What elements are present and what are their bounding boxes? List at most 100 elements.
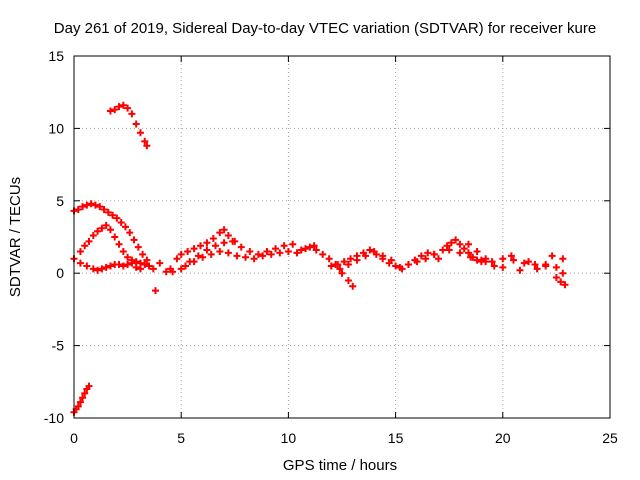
data-point bbox=[464, 240, 472, 248]
data-point bbox=[344, 276, 352, 284]
data-point bbox=[392, 262, 400, 270]
data-point bbox=[443, 242, 451, 250]
data-point bbox=[561, 281, 569, 289]
data-point bbox=[359, 249, 367, 257]
data-point bbox=[439, 246, 447, 254]
data-point bbox=[216, 247, 224, 255]
data-point bbox=[276, 249, 284, 257]
data-point bbox=[89, 232, 97, 240]
data-point bbox=[216, 229, 224, 237]
data-point bbox=[344, 261, 352, 269]
y-tick-label: 10 bbox=[48, 120, 64, 136]
data-point bbox=[162, 268, 170, 276]
data-point bbox=[417, 252, 425, 260]
data-point bbox=[445, 246, 453, 254]
data-point bbox=[128, 110, 136, 118]
data-point bbox=[119, 247, 127, 255]
data-point bbox=[250, 255, 258, 263]
data-point bbox=[111, 106, 119, 114]
data-point bbox=[310, 242, 318, 250]
data-point bbox=[254, 250, 262, 258]
data-point bbox=[552, 274, 560, 282]
data-point bbox=[306, 243, 314, 251]
data-point bbox=[293, 249, 301, 257]
data-point bbox=[557, 278, 565, 286]
data-point bbox=[272, 245, 280, 253]
data-point bbox=[194, 252, 202, 260]
data-point bbox=[184, 247, 192, 255]
x-tick-label: 5 bbox=[177, 430, 185, 446]
data-point bbox=[132, 263, 140, 271]
data-point bbox=[190, 258, 198, 266]
data-point bbox=[139, 250, 147, 258]
data-point bbox=[98, 265, 106, 273]
data-point bbox=[85, 237, 93, 245]
data-point bbox=[385, 259, 393, 267]
data-point bbox=[447, 239, 455, 247]
data-point bbox=[87, 200, 95, 208]
y-tick-label: 0 bbox=[56, 265, 64, 281]
data-point bbox=[430, 250, 438, 258]
data-point bbox=[490, 262, 498, 270]
data-point bbox=[347, 255, 355, 263]
data-point bbox=[143, 256, 151, 264]
data-point bbox=[173, 255, 181, 263]
data-point bbox=[319, 250, 327, 258]
data-point bbox=[81, 389, 89, 397]
data-point bbox=[366, 246, 374, 254]
data-point bbox=[338, 269, 346, 277]
data-point bbox=[542, 261, 550, 269]
plot-frame bbox=[73, 55, 611, 419]
data-point bbox=[83, 262, 91, 270]
data-point bbox=[79, 203, 87, 211]
data-point bbox=[246, 247, 254, 255]
x-tick-label: 10 bbox=[281, 430, 297, 446]
x-tick-label: 0 bbox=[70, 430, 78, 446]
data-point bbox=[467, 253, 475, 261]
data-point bbox=[220, 226, 228, 234]
data-point bbox=[113, 214, 121, 222]
data-point bbox=[460, 245, 468, 253]
data-point bbox=[134, 243, 142, 251]
data-point bbox=[203, 246, 211, 254]
data-point bbox=[115, 103, 123, 111]
data-point bbox=[242, 253, 250, 261]
data-point bbox=[128, 259, 136, 267]
data-point bbox=[267, 250, 275, 258]
data-point bbox=[132, 120, 140, 128]
data-point bbox=[102, 221, 110, 229]
data-point bbox=[559, 269, 567, 277]
data-point bbox=[109, 211, 117, 219]
data-point bbox=[312, 246, 320, 254]
data-point bbox=[224, 232, 232, 240]
x-tick-label: 20 bbox=[495, 430, 511, 446]
y-tick-label: 15 bbox=[48, 48, 64, 64]
data-point bbox=[98, 224, 106, 232]
data-point bbox=[499, 263, 507, 271]
data-point bbox=[424, 249, 432, 257]
data-point bbox=[106, 262, 114, 270]
data-point bbox=[124, 261, 132, 269]
data-point bbox=[516, 266, 524, 274]
data-point bbox=[507, 252, 515, 260]
y-tick-label: -5 bbox=[52, 338, 65, 354]
data-point bbox=[488, 258, 496, 266]
data-point bbox=[115, 261, 123, 269]
data-point bbox=[456, 240, 464, 248]
data-point bbox=[379, 255, 387, 263]
data-point bbox=[520, 259, 528, 267]
data-point bbox=[237, 243, 245, 251]
data-point bbox=[177, 265, 185, 273]
data-point bbox=[289, 240, 297, 248]
data-point bbox=[74, 205, 82, 213]
data-point bbox=[121, 223, 129, 231]
data-point bbox=[181, 262, 189, 270]
y-tick-label: 5 bbox=[56, 193, 64, 209]
data-point bbox=[96, 203, 104, 211]
data-point bbox=[104, 208, 112, 216]
data-point bbox=[340, 258, 348, 266]
data-point bbox=[233, 252, 241, 260]
data-point bbox=[434, 255, 442, 263]
data-point bbox=[533, 265, 541, 273]
